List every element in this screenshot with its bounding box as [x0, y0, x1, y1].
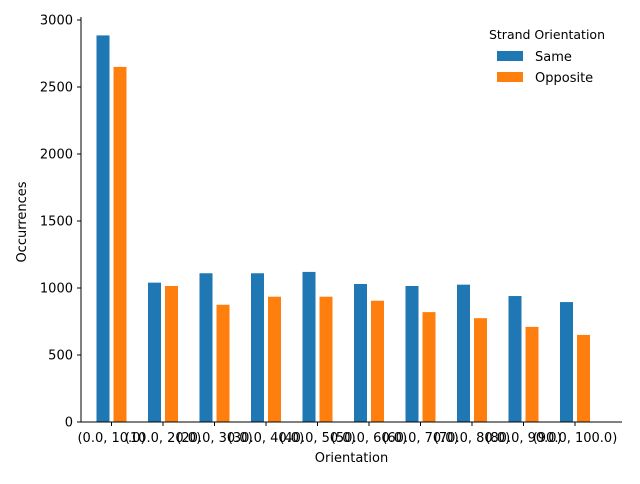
y-axis: 0 500 1000 1500 2000 2500 3000 — [40, 14, 82, 431]
bar-opposite-5 — [371, 300, 384, 422]
bars-group — [96, 35, 590, 423]
bar-opposite-3 — [268, 296, 281, 422]
legend-title: Strand Orientation — [489, 27, 605, 42]
y-tick-label: 2000 — [40, 148, 73, 163]
bar-same-4 — [302, 271, 316, 422]
x-tick-label: (70.0, 80.0) — [434, 431, 510, 446]
bar-opposite-9 — [577, 334, 590, 422]
bar-same-9 — [560, 302, 573, 422]
y-tick-label: 1500 — [40, 215, 73, 230]
x-tick-label: (30.0, 40.0) — [228, 431, 304, 446]
x-tick-label: (50.0, 60.0) — [331, 431, 407, 446]
x-axis: (0.0, 10.0)(10.0, 20.0)(20.0, 30.0)(30.0… — [77, 421, 622, 446]
bar-same-0 — [96, 35, 110, 422]
bar-opposite-2 — [216, 304, 230, 422]
y-axis-label: Occurrences — [15, 181, 30, 262]
bar-same-6 — [405, 285, 419, 422]
x-tick-label: (0.0, 10.0) — [77, 431, 145, 446]
x-tick-label: (80.0, 90.0) — [485, 431, 561, 446]
bar-same-1 — [148, 282, 161, 422]
bar-same-3 — [251, 273, 264, 422]
legend-swatch-same — [497, 51, 523, 61]
y-tick-label: 500 — [48, 349, 73, 364]
bar-same-7 — [457, 284, 470, 422]
bar-same-5 — [354, 283, 367, 422]
y-tick-label: 0 — [65, 416, 73, 431]
legend-label-opposite: Opposite — [535, 71, 593, 86]
x-tick-label: (90.0, 100.0) — [533, 431, 618, 446]
x-tick-label: (10.0, 20.0) — [125, 431, 201, 446]
legend: Strand Orientation Same Opposite — [489, 27, 605, 86]
bar-opposite-7 — [474, 318, 487, 422]
x-tick-label: (60.0, 70.0) — [382, 431, 458, 446]
bar-opposite-8 — [525, 326, 539, 422]
legend-swatch-opposite — [497, 72, 523, 82]
bar-same-8 — [508, 296, 522, 422]
y-tick-label: 1000 — [40, 282, 73, 297]
bar-opposite-1 — [165, 285, 178, 422]
bar-opposite-6 — [422, 312, 436, 422]
bar-same-2 — [199, 273, 213, 422]
bar-opposite-0 — [113, 66, 127, 423]
y-tick-label: 3000 — [40, 14, 73, 29]
x-tick-label: (40.0, 50.0) — [279, 431, 355, 446]
y-tick-label: 2500 — [40, 81, 73, 96]
bar-opposite-4 — [319, 296, 333, 422]
x-tick-label: (20.0, 30.0) — [176, 431, 252, 446]
x-axis-label: Orientation — [315, 451, 388, 466]
legend-label-same: Same — [535, 50, 572, 65]
